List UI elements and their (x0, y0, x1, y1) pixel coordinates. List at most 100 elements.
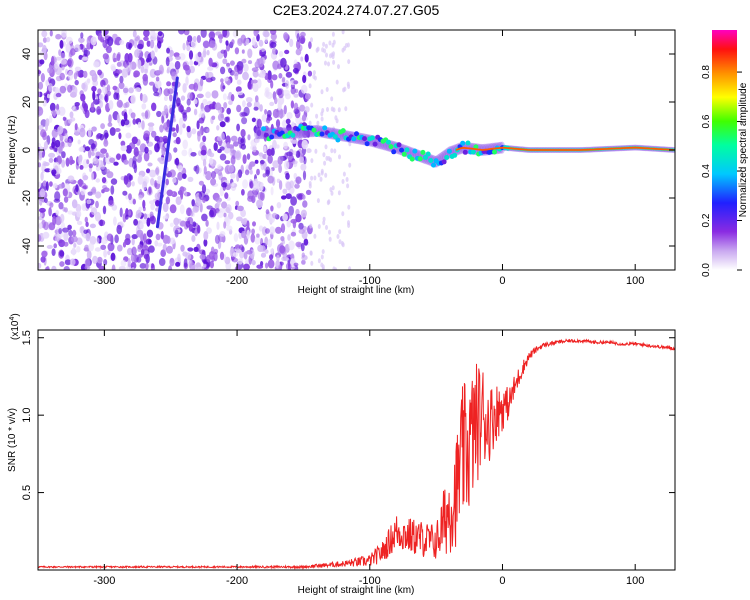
noise-speckle (224, 192, 229, 200)
noise-speckle (162, 135, 168, 141)
noise-speckle (247, 134, 251, 141)
noise-speckle (249, 169, 253, 175)
noise-speckle (131, 237, 135, 246)
noise-speckle (264, 249, 269, 254)
noise-speckle (296, 39, 301, 50)
noise-speckle (99, 100, 104, 108)
noise-speckle (136, 229, 144, 238)
noise-speckle (320, 116, 324, 122)
noise-speckle (285, 193, 292, 200)
figure-title: C2E3.2024.274.07.27.G05 (273, 2, 440, 18)
noise-speckle (98, 93, 104, 101)
noise-speckle (270, 186, 274, 196)
noise-speckle (63, 196, 69, 203)
noise-speckle (244, 169, 250, 176)
noise-speckle (141, 120, 145, 130)
noise-speckle (103, 249, 107, 258)
trace-blob (311, 127, 317, 133)
noise-speckle (184, 190, 188, 197)
noise-speckle (144, 110, 149, 119)
noise-speckle (76, 246, 81, 253)
noise-speckle (181, 173, 187, 180)
noise-speckle (322, 220, 326, 226)
noise-speckle (231, 39, 235, 45)
noise-speckle (185, 76, 189, 86)
trace-halo (254, 127, 260, 140)
noise-speckle (310, 102, 314, 108)
noise-speckle (286, 123, 292, 132)
noise-speckle (161, 146, 166, 156)
trace-blob (364, 141, 370, 147)
noise-speckle (324, 172, 328, 178)
noise-speckle (300, 209, 307, 218)
noise-speckle (143, 130, 151, 138)
noise-speckle (195, 164, 200, 175)
noise-speckle (320, 170, 324, 176)
trace-blob (261, 126, 267, 132)
noise-speckle (219, 121, 226, 128)
noise-speckle (293, 80, 299, 85)
noise-speckle (107, 242, 115, 252)
noise-speckle (233, 233, 239, 242)
noise-speckle (230, 155, 236, 165)
noise-speckle (132, 198, 136, 205)
noise-speckle (341, 179, 345, 184)
noise-speckle (222, 58, 228, 65)
noise-speckle (143, 254, 149, 260)
noise-speckle (242, 217, 248, 226)
noise-speckle (92, 79, 99, 87)
noise-speckle (341, 30, 345, 35)
trace-blob (263, 132, 269, 138)
noise-speckle (59, 39, 64, 49)
noise-speckle (286, 220, 292, 228)
noise-speckle (58, 239, 66, 248)
noise-speckle (187, 176, 194, 182)
noise-speckle (127, 210, 132, 216)
noise-speckle (272, 212, 278, 219)
noise-speckle (347, 204, 351, 210)
noise-speckle (67, 210, 74, 215)
noise-speckle (58, 49, 62, 56)
noise-speckle (44, 197, 48, 203)
noise-speckle (240, 129, 246, 138)
noise-speckle (325, 52, 328, 58)
noise-speckle (128, 193, 132, 201)
noise-speckle (247, 60, 253, 65)
noise-speckle (40, 73, 46, 83)
noise-speckle (151, 33, 158, 38)
noise-speckle (102, 205, 107, 215)
noise-speckle (209, 40, 216, 48)
noise-speckle (118, 82, 125, 90)
noise-speckle (210, 171, 217, 179)
trace-blob (425, 151, 431, 157)
noise-speckle (58, 202, 64, 210)
noise-speckle (182, 139, 188, 150)
noise-speckle (252, 83, 259, 92)
noise-speckle (267, 154, 273, 164)
noise-speckle (77, 155, 83, 166)
noise-speckle (116, 224, 122, 235)
noise-speckle (58, 106, 66, 117)
noise-speckle (137, 150, 143, 157)
x-tick-label: -200 (226, 575, 248, 587)
noise-speckle (259, 104, 263, 112)
noise-speckle (324, 43, 328, 49)
noise-speckle (243, 63, 249, 72)
noise-speckle (175, 196, 182, 205)
noise-speckle (202, 135, 207, 142)
noise-speckle (179, 125, 183, 135)
noise-speckle (320, 254, 324, 260)
noise-speckle (157, 175, 162, 181)
noise-speckle (216, 200, 221, 206)
noise-speckle (200, 149, 207, 156)
noise-speckle (110, 252, 116, 261)
noise-speckle (82, 70, 88, 78)
trace-blob (444, 155, 450, 160)
noise-speckle (84, 244, 89, 251)
noise-speckle (186, 98, 191, 106)
noise-speckle (208, 31, 216, 40)
noise-speckle (162, 202, 169, 213)
noise-speckle (341, 211, 345, 217)
noise-speckle (93, 61, 100, 68)
